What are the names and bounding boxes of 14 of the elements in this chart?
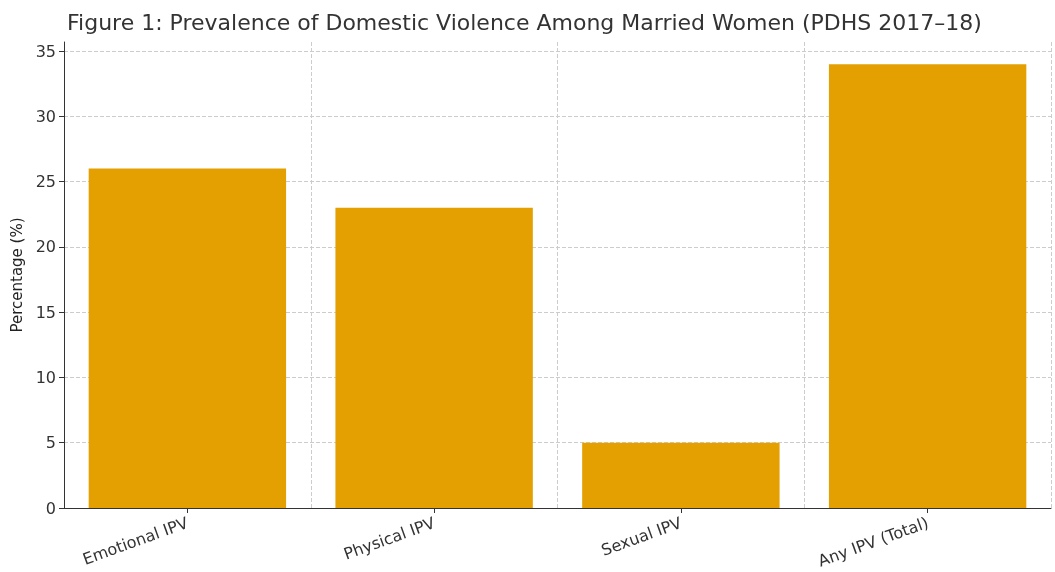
- bar: [828, 64, 1027, 508]
- y-tick-label: 5: [45, 433, 56, 453]
- y-tick-label: 30: [35, 106, 56, 126]
- bar: [582, 442, 780, 508]
- y-tick-label: 35: [35, 41, 56, 61]
- chart-title: Figure 1: Prevalence of Domestic Violence Among Married Women (PDHS 2017–18): [67, 9, 982, 35]
- y-tick-label: 10: [35, 367, 56, 387]
- y-tick-label: 25: [35, 172, 56, 192]
- y-axis-title: Percentage (%): [7, 217, 26, 333]
- y-tick-label: 15: [35, 302, 56, 322]
- y-tick-label: 0: [45, 498, 56, 518]
- y-tick-label: 20: [35, 237, 56, 257]
- bar: [88, 168, 287, 508]
- bar: [335, 207, 533, 508]
